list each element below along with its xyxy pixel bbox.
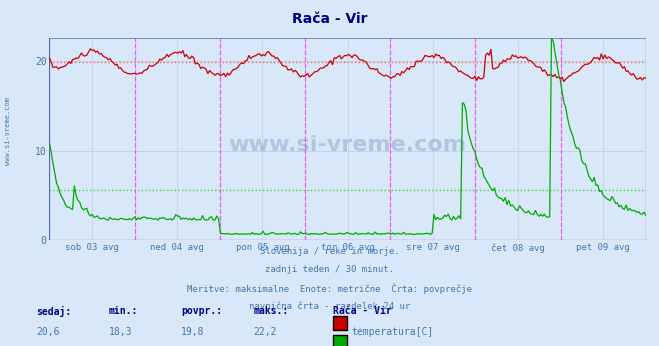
Text: Meritve: maksimalne  Enote: metrične  Črta: povprečje: Meritve: maksimalne Enote: metrične Črta… xyxy=(187,283,472,294)
Text: navpična črta - razdelek 24 ur: navpična črta - razdelek 24 ur xyxy=(249,301,410,311)
Text: www.si-vreme.com: www.si-vreme.com xyxy=(229,135,467,155)
Text: sedaj:: sedaj: xyxy=(36,306,71,317)
Text: 22,2: 22,2 xyxy=(254,327,277,337)
Text: zadnji teden / 30 minut.: zadnji teden / 30 minut. xyxy=(265,265,394,274)
Text: Slovenija / reke in morje.: Slovenija / reke in morje. xyxy=(260,247,399,256)
Text: 18,3: 18,3 xyxy=(109,327,132,337)
Text: Rača - Vir: Rača - Vir xyxy=(333,306,391,316)
Text: maks.:: maks.: xyxy=(254,306,289,316)
Text: min.:: min.: xyxy=(109,306,138,316)
Text: povpr.:: povpr.: xyxy=(181,306,222,316)
Text: Rača - Vir: Rača - Vir xyxy=(292,12,367,26)
Text: www.si-vreme.com: www.si-vreme.com xyxy=(5,98,11,165)
Text: 19,8: 19,8 xyxy=(181,327,205,337)
Text: 20,6: 20,6 xyxy=(36,327,60,337)
Text: temperatura[C]: temperatura[C] xyxy=(351,327,434,337)
